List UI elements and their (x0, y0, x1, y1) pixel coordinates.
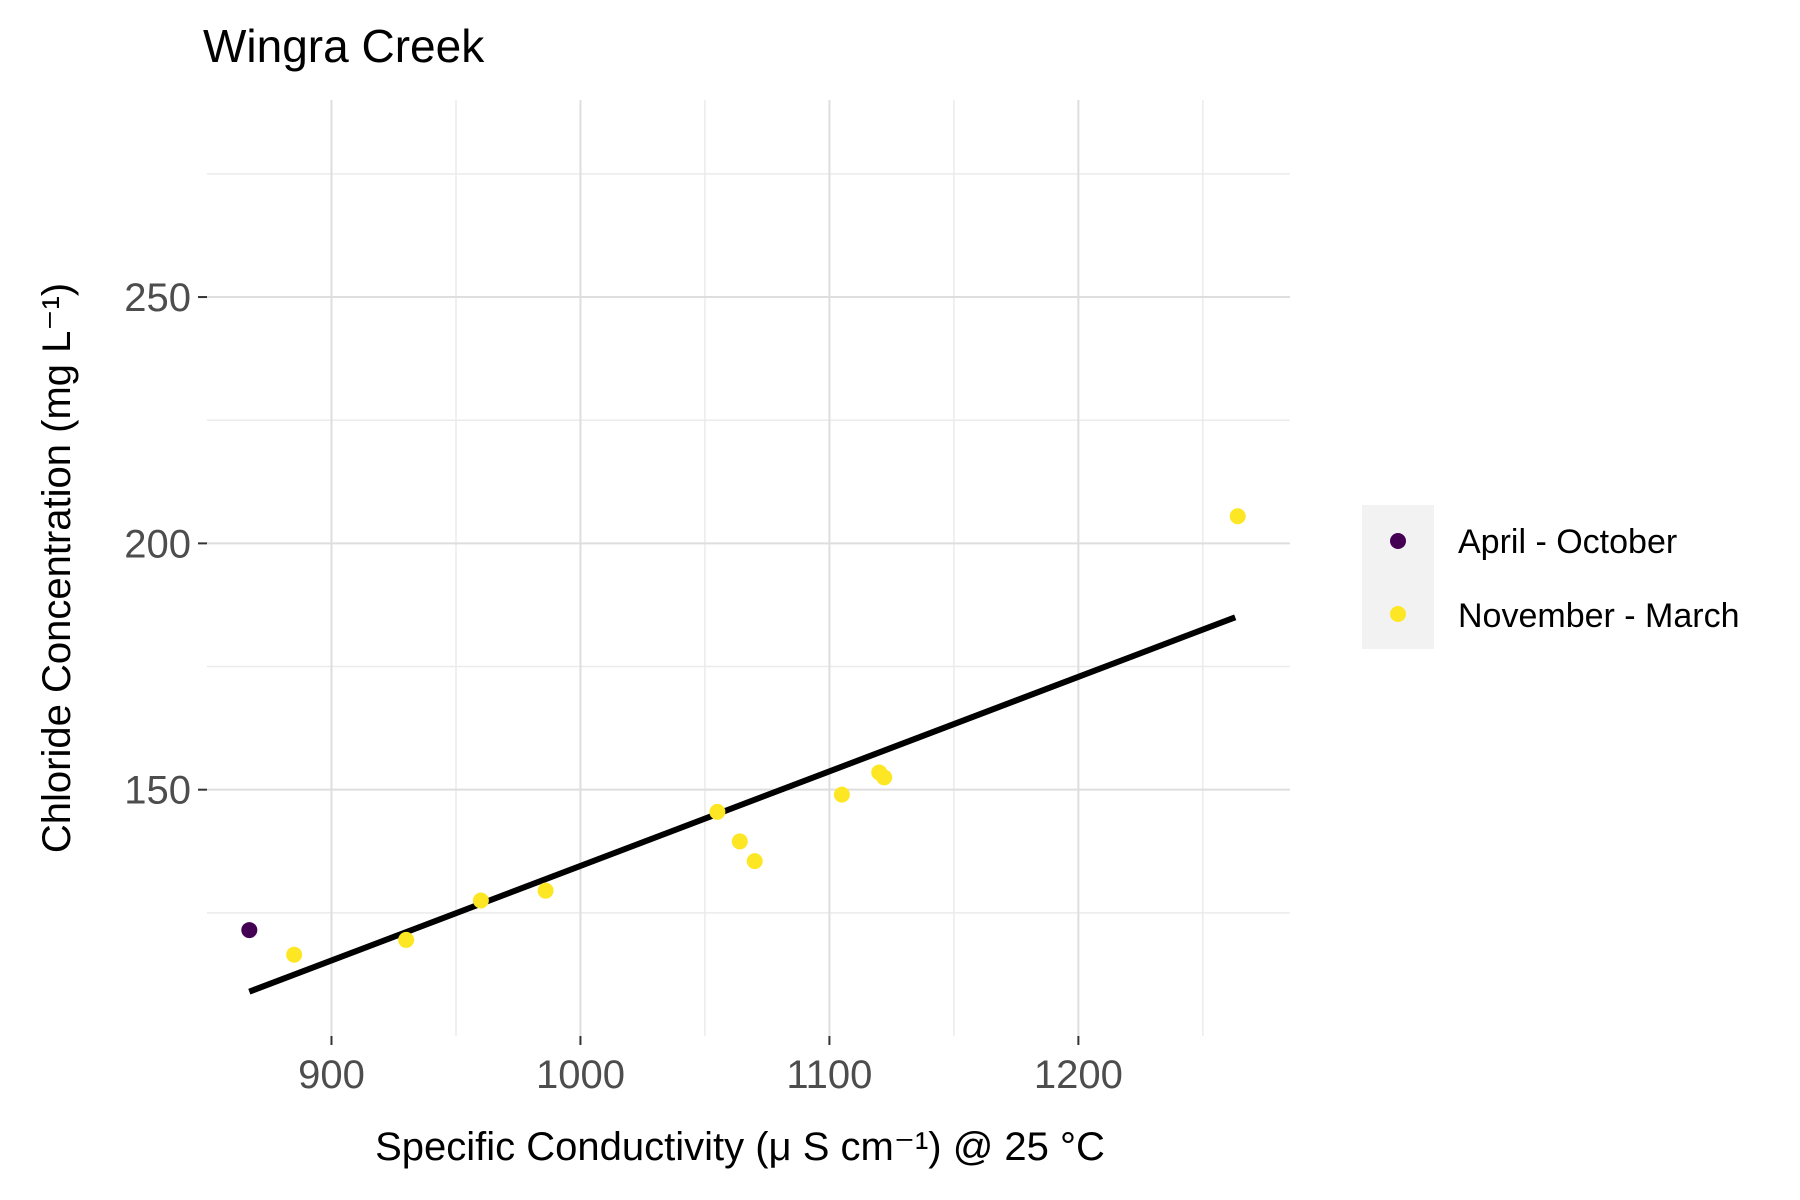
y-tick-label: 200 (124, 522, 191, 566)
x-tick-label: 1000 (536, 1053, 625, 1097)
legend-marker-april-october (1390, 533, 1406, 549)
data-point (746, 853, 763, 870)
data-point (537, 882, 554, 899)
legend-label-april-october: April - October (1458, 523, 1677, 561)
legend-label-november-march: November - March (1458, 597, 1740, 635)
x-tick-label: 1100 (786, 1053, 872, 1097)
legend-key-background (1362, 505, 1434, 649)
legend: April - October November - March (1362, 505, 1740, 649)
data-points (241, 508, 1246, 963)
x-axis-ticks: 900 1000 1100 1200 (298, 1036, 1123, 1097)
legend-marker-november-march (1390, 606, 1406, 622)
grid-lines (207, 100, 1290, 1036)
y-axis-ticks: 150 200 250 (124, 276, 207, 813)
y-tick-label: 150 (124, 769, 191, 813)
data-point (876, 769, 893, 786)
data-point (833, 786, 850, 803)
data-point (709, 803, 726, 820)
data-point (472, 892, 489, 909)
panel-background (207, 100, 1290, 1036)
y-axis-label: Chloride Concentration (mg L⁻¹) (35, 283, 79, 853)
regression-line (248, 614, 1237, 995)
x-axis-label: Specific Conductivity (μ S cm⁻¹) @ 25 °C (375, 1125, 1105, 1169)
y-tick-label: 250 (124, 276, 191, 320)
x-tick-label: 1200 (1034, 1053, 1123, 1097)
x-tick-label: 900 (298, 1053, 365, 1097)
data-point (1229, 508, 1246, 525)
data-point (286, 946, 303, 963)
data-point (398, 931, 415, 948)
chart-title: Wingra Creek (203, 20, 485, 72)
regression-line-group (248, 614, 1237, 995)
data-point (731, 833, 748, 850)
data-point (241, 922, 258, 939)
